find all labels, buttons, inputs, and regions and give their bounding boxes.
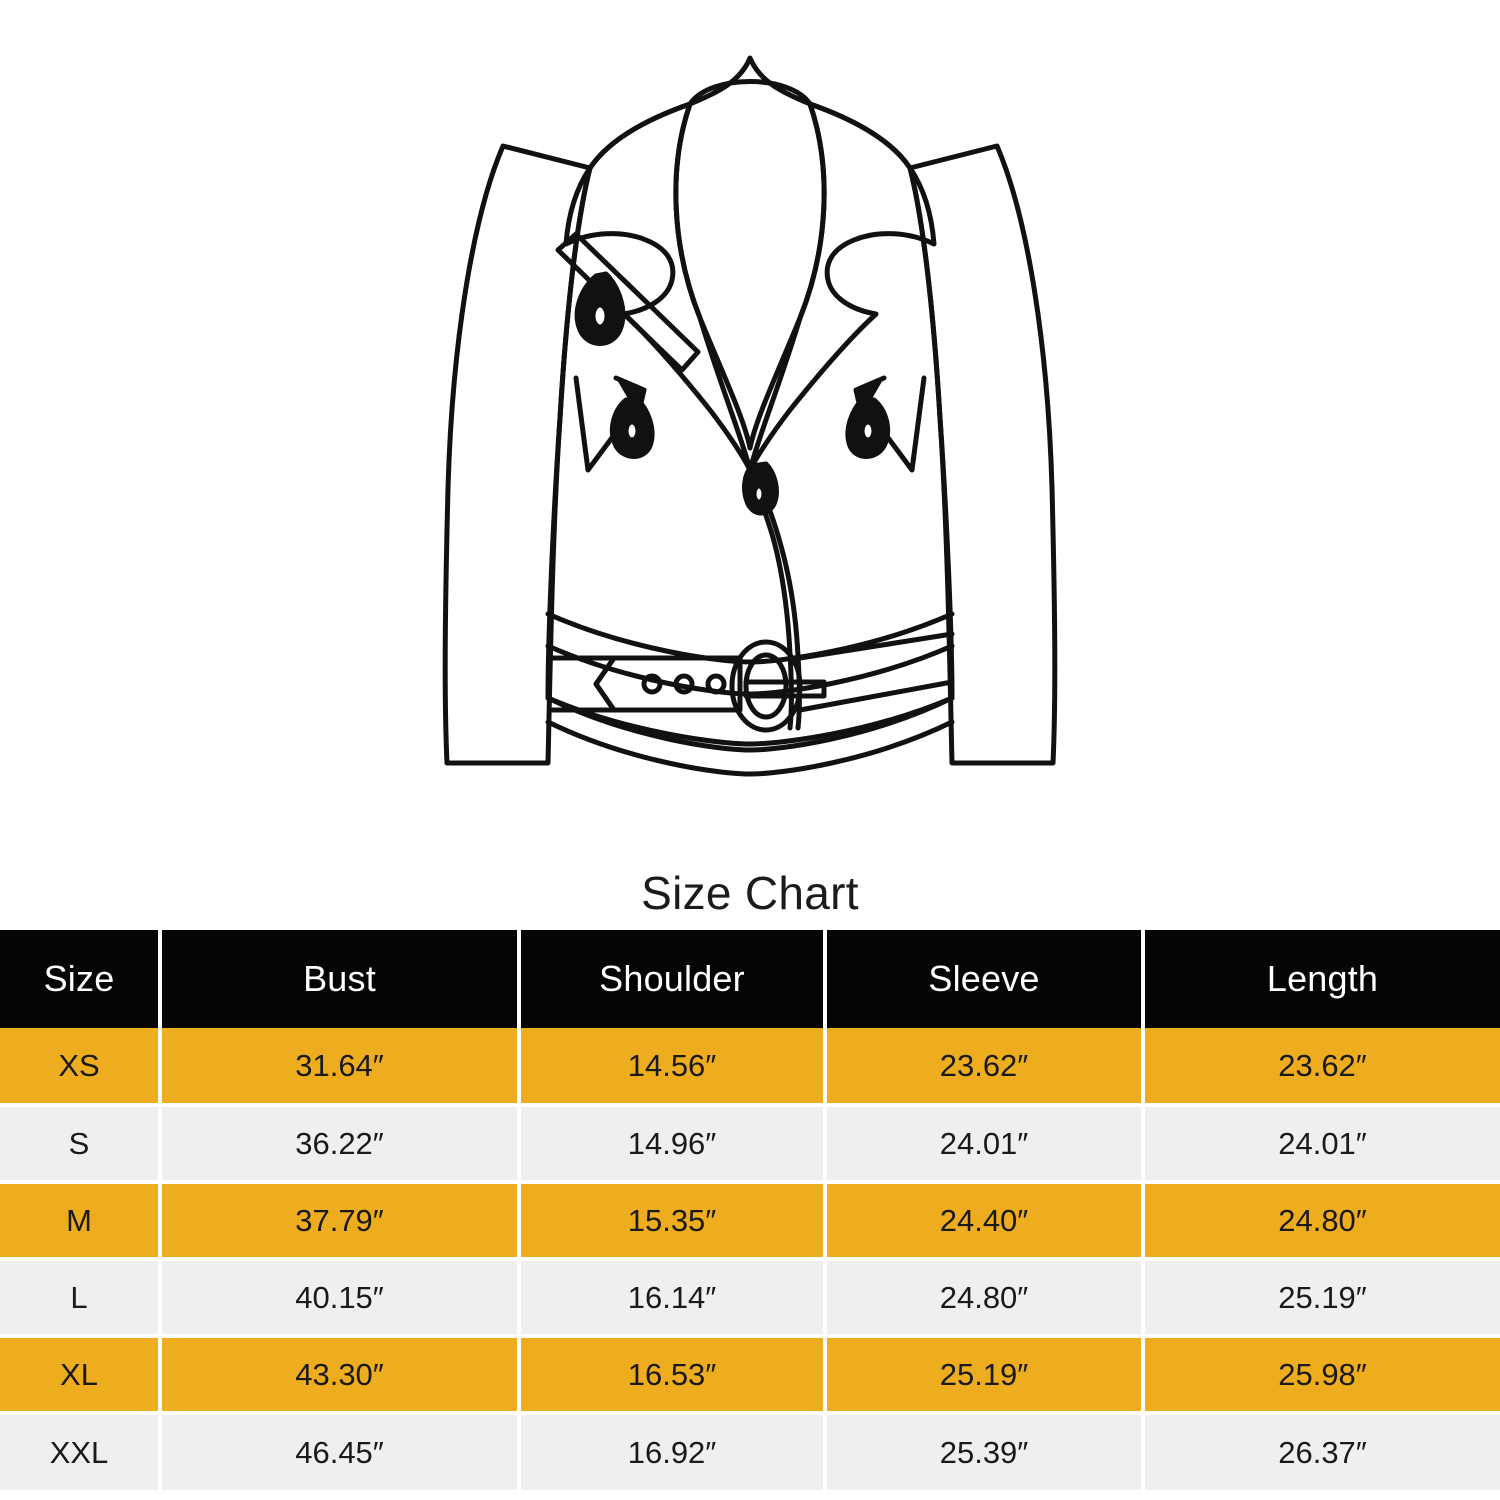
main-zipper-pull-hole	[751, 483, 767, 504]
cell-sleeve: 23.62″	[823, 1028, 1145, 1105]
cell-length: 25.98″	[1141, 1334, 1500, 1413]
table-row: S 36.22″ 14.96″ 24.01″ 24.01″	[0, 1103, 1500, 1182]
cell-bust: 46.45″	[158, 1411, 521, 1490]
column-header-sleeve: Sleeve	[823, 930, 1145, 1028]
cell-length: 24.01″	[1141, 1103, 1500, 1182]
cell-length: 24.80″	[1141, 1180, 1500, 1259]
cell-size: M	[0, 1180, 162, 1259]
hem-second-line	[545, 695, 955, 752]
cell-shoulder: 15.35″	[517, 1180, 827, 1259]
left-side-zip-pull-hole	[623, 419, 641, 442]
column-header-size: Size	[0, 930, 162, 1028]
header-row: Size Bust Shoulder Sleeve Length	[0, 930, 1500, 1028]
cell-size: XS	[0, 1028, 162, 1105]
cell-length: 25.19″	[1141, 1257, 1500, 1336]
cell-shoulder: 16.53″	[517, 1334, 827, 1413]
cell-length: 23.62″	[1141, 1028, 1500, 1105]
cell-size: XL	[0, 1334, 162, 1413]
table-row: M 37.79″ 15.35″ 24.40″ 24.80″	[0, 1180, 1500, 1259]
waistband-top-line	[545, 611, 955, 664]
cell-shoulder: 14.56″	[517, 1028, 827, 1105]
belt-strap	[593, 655, 743, 712]
column-header-bust: Bust	[158, 930, 521, 1028]
belt-right-bottom	[797, 679, 955, 712]
cell-length: 26.37″	[1141, 1411, 1500, 1490]
cell-shoulder: 16.14″	[517, 1257, 827, 1336]
chest-zip-pocket-slot	[555, 231, 701, 372]
right-side-zip-pull-hole	[859, 419, 877, 442]
cell-bust: 37.79″	[158, 1180, 521, 1259]
table-row: XL 43.30″ 16.53″ 25.19″ 25.98″	[0, 1334, 1500, 1413]
cell-size: S	[0, 1103, 162, 1182]
table-row: XS 31.64″ 14.56″ 23.62″ 23.62″	[0, 1028, 1500, 1105]
belt-buckle-prong	[743, 679, 827, 698]
left-lapel	[563, 101, 753, 472]
cell-shoulder: 14.96″	[517, 1103, 827, 1182]
cell-sleeve: 24.40″	[823, 1180, 1145, 1259]
chest-zip-pull-hole	[590, 302, 610, 329]
belt-hole-2	[673, 673, 695, 694]
cell-size: XXL	[0, 1411, 162, 1490]
cell-size: L	[0, 1257, 162, 1336]
belt-buckle-inner	[743, 652, 789, 719]
page-title: Size Chart	[641, 866, 859, 919]
table-body: XS 31.64″ 14.56″ 23.62″ 23.62″ S 36.22″ …	[0, 1028, 1500, 1490]
cell-sleeve: 24.01″	[823, 1103, 1145, 1182]
cell-bust: 40.15″	[158, 1257, 521, 1336]
right-lapel	[747, 101, 937, 472]
cell-sleeve: 24.80″	[823, 1257, 1145, 1336]
jacket-body	[545, 55, 955, 746]
table-row: L 40.15″ 16.14″ 24.80″ 25.19″	[0, 1257, 1500, 1336]
belt-right-top	[797, 631, 955, 660]
belt-buckle-outer	[729, 639, 803, 732]
cell-bust: 31.64″	[158, 1028, 521, 1105]
hem-top-line	[545, 719, 955, 776]
cell-sleeve: 25.19″	[823, 1334, 1145, 1413]
cell-shoulder: 16.92″	[517, 1411, 827, 1490]
column-header-shoulder: Shoulder	[517, 930, 827, 1028]
size-chart-table: Size Bust Shoulder Sleeve Length XS 31.6…	[0, 930, 1500, 1490]
cell-bust: 36.22″	[158, 1103, 521, 1182]
cell-sleeve: 25.39″	[823, 1411, 1145, 1490]
biker-jacket-icon	[442, 55, 1058, 776]
belt-hole-1	[641, 673, 663, 694]
jacket-illustration-area	[442, 55, 1058, 776]
column-header-length: Length	[1141, 930, 1500, 1028]
table-row: XXL 46.45″ 16.92″ 25.39″ 26.37″	[0, 1411, 1500, 1490]
table-header: Size Bust Shoulder Sleeve Length	[0, 930, 1500, 1028]
cell-bust: 43.30″	[158, 1334, 521, 1413]
belt-hole-3	[705, 673, 727, 694]
